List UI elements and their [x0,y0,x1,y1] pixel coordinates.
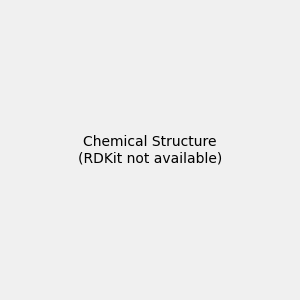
Text: Chemical Structure
(RDKit not available): Chemical Structure (RDKit not available) [78,135,222,165]
